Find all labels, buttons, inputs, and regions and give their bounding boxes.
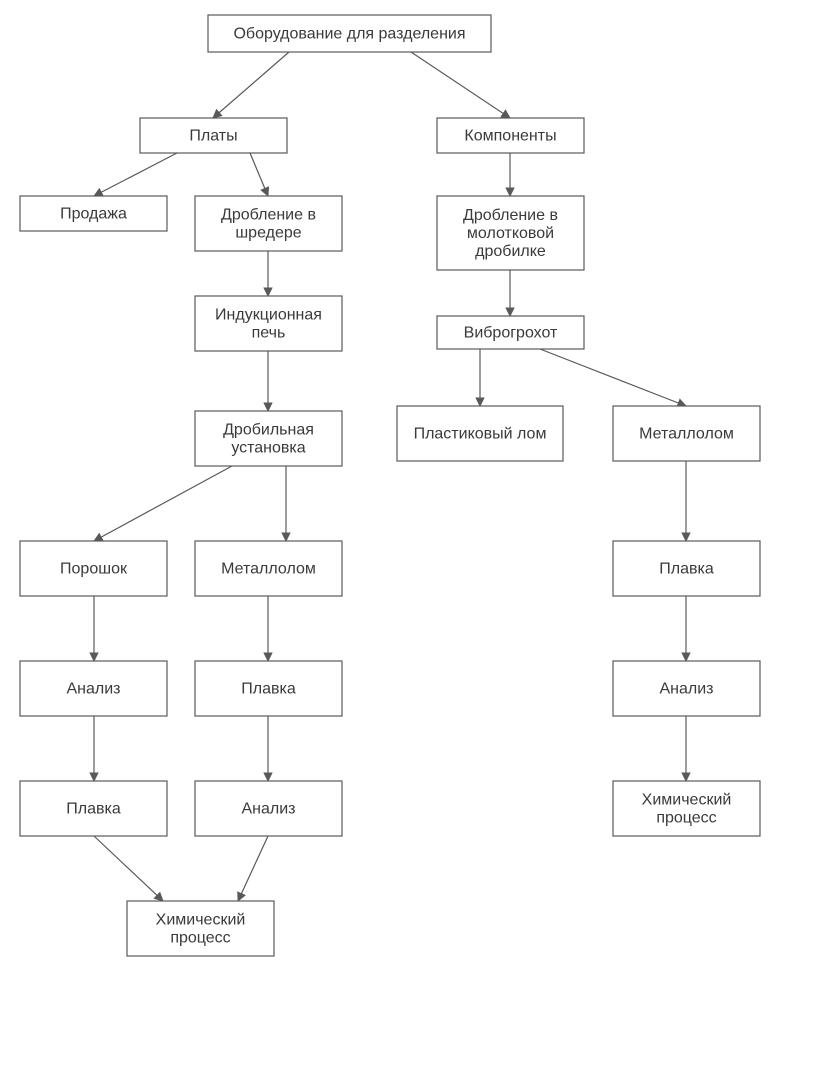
node-vibro-label-line-0: Виброгрохот xyxy=(464,325,558,342)
node-analysis1: Анализ xyxy=(20,661,167,716)
node-shredder: Дробление вшредере xyxy=(195,196,342,251)
node-induction: Индукционнаяпечь xyxy=(195,296,342,351)
node-root-label-line-0: Оборудование для разделения xyxy=(233,26,465,43)
node-crusher: Дробильнаяустановка xyxy=(195,411,342,466)
node-hammer: Дробление вмолотковойдробилке xyxy=(437,196,584,270)
node-hammer-label-line-0: Дробление в xyxy=(463,207,558,224)
node-melt2-label-line-0: Плавка xyxy=(241,681,296,698)
node-root: Оборудование для разделения xyxy=(208,15,491,52)
node-chem2: Химическийпроцесс xyxy=(613,781,760,836)
node-plastic-label-line-0: Пластиковый лом xyxy=(414,426,547,443)
node-chem2-label-line-1: процесс xyxy=(656,810,716,827)
node-chem1-label-line-1: процесс xyxy=(170,930,230,947)
edge-boards-to-shredder xyxy=(250,153,268,196)
edge-root-to-components xyxy=(411,52,510,118)
node-components-label-line-0: Компоненты xyxy=(464,128,556,145)
node-chem2-label-line-0: Химический xyxy=(642,792,732,809)
node-powder-label-line-0: Порошок xyxy=(60,561,128,578)
node-melt2: Плавка xyxy=(195,661,342,716)
node-melt3-label-line-0: Плавка xyxy=(659,561,714,578)
node-metal1-label-line-0: Металлолом xyxy=(221,561,316,578)
edge-vibro-to-metal2 xyxy=(540,349,686,406)
node-shredder-label-line-1: шредере xyxy=(235,225,301,242)
node-shredder-label-line-0: Дробление в xyxy=(221,207,316,224)
node-analysis3-label-line-0: Анализ xyxy=(659,681,713,698)
edge-root-to-boards xyxy=(213,52,289,118)
node-powder: Порошок xyxy=(20,541,167,596)
node-hammer-label-line-1: молотковой xyxy=(467,225,554,242)
node-melt1-label-line-0: Плавка xyxy=(66,801,121,818)
edge-analysis2-to-chem1 xyxy=(238,836,268,901)
node-hammer-label-line-2: дробилке xyxy=(475,243,546,260)
node-melt1: Плавка xyxy=(20,781,167,836)
node-sale-label-line-0: Продажа xyxy=(60,206,127,223)
node-crusher-label-line-1: установка xyxy=(231,440,305,457)
node-analysis1-label-line-0: Анализ xyxy=(66,681,120,698)
node-analysis3: Анализ xyxy=(613,661,760,716)
edge-melt1-to-chem1 xyxy=(94,836,163,901)
node-metal2-label-line-0: Металлолом xyxy=(639,426,734,443)
flowchart-canvas: Оборудование для разделения Платы Компонен… xyxy=(0,0,821,1071)
edge-crusher-to-powder xyxy=(94,466,232,541)
node-melt3: Плавка xyxy=(613,541,760,596)
node-analysis2: Анализ xyxy=(195,781,342,836)
node-chem1-label-line-0: Химический xyxy=(156,912,246,929)
node-analysis2-label-line-0: Анализ xyxy=(241,801,295,818)
node-plastic: Пластиковый лом xyxy=(397,406,563,461)
node-boards-label-line-0: Платы xyxy=(189,128,237,145)
node-metal2: Металлолом xyxy=(613,406,760,461)
node-induction-label-line-0: Индукционная xyxy=(215,307,322,324)
node-metal1: Металлолом xyxy=(195,541,342,596)
node-boards: Платы xyxy=(140,118,287,153)
node-sale: Продажа xyxy=(20,196,167,231)
node-crusher-label-line-0: Дробильная xyxy=(223,422,314,439)
node-vibro: Виброгрохот xyxy=(437,316,584,349)
edge-boards-to-sale xyxy=(94,153,177,196)
node-components: Компоненты xyxy=(437,118,584,153)
node-induction-label-line-1: печь xyxy=(252,325,286,342)
node-chem1: Химическийпроцесс xyxy=(127,901,274,956)
